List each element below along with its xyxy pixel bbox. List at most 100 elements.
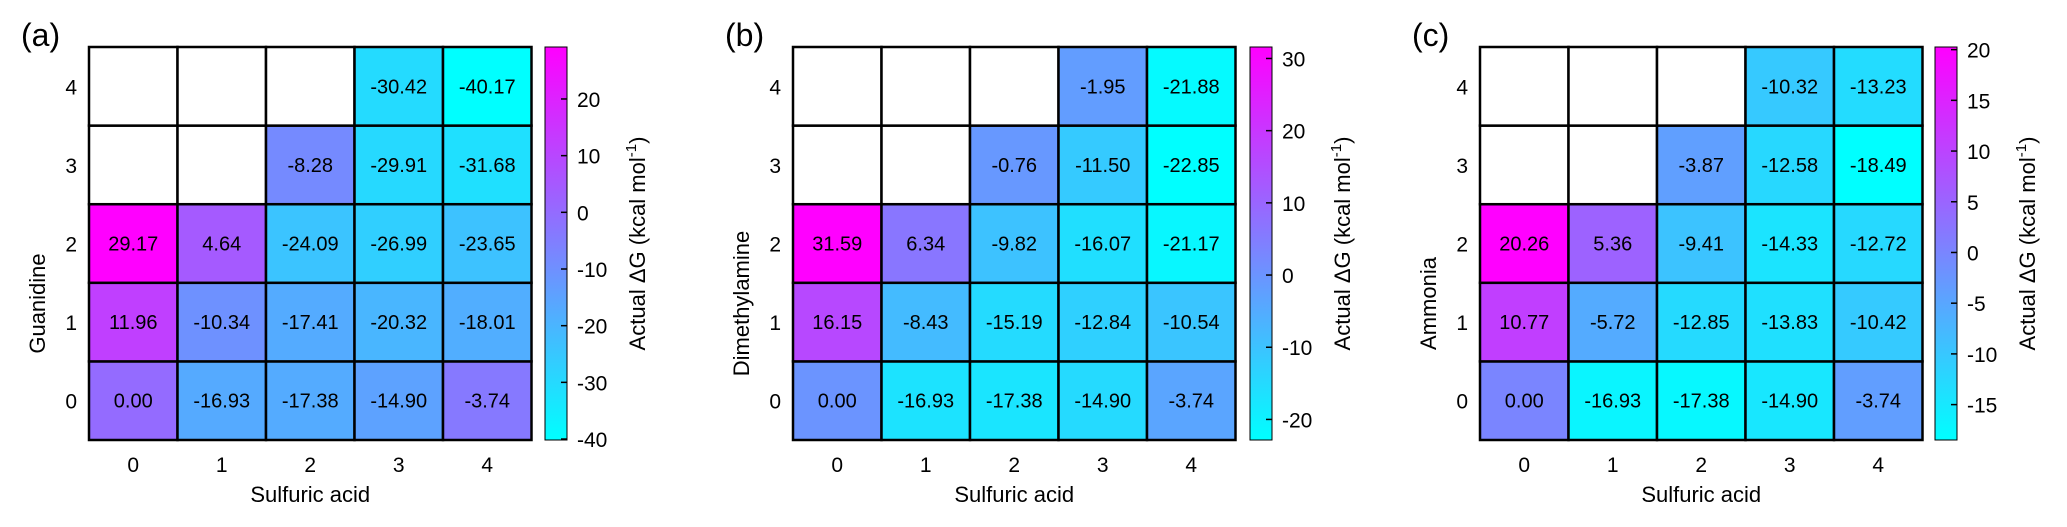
heatmap-panel-1: 0.00 -16.93 -17.38 -14.90 -3.74 11.96 -10.34 -1… (21, 17, 650, 507)
heatmap-cell (441, 281, 533, 363)
heatmap-cell (87, 281, 179, 363)
x-tick-label: 2 (304, 454, 316, 477)
colorbar-label-superscript: -1 (1328, 144, 1345, 157)
cell-value-label: -10.32 (1761, 76, 1818, 98)
colorbar-tick-label: -10 (1967, 344, 1997, 367)
y-tick-label: 3 (1456, 155, 1468, 178)
cell-value-label: 0.00 (114, 391, 153, 413)
cell-value-label: -13.83 (1761, 312, 1818, 334)
colorbar-tick-label: 5 (1967, 192, 1979, 215)
heatmap-cell (968, 45, 1060, 127)
colorbar-tick-label: -15 (1967, 395, 1997, 418)
heatmap-cell (264, 281, 356, 363)
heatmap-cell (1478, 45, 1570, 127)
colorbar-tick-label: -10 (577, 259, 607, 282)
cell-value-label: -11.50 (1075, 155, 1130, 177)
heatmap-cell (264, 45, 356, 127)
colorbar-tick-label: 10 (1282, 193, 1305, 216)
heatmap-cell (1057, 202, 1149, 285)
cell-value-label: 29.17 (108, 234, 158, 256)
cell-value-label: -9.41 (1678, 234, 1724, 256)
heatmap-cell (1832, 360, 1924, 442)
cell-value-label: -9.82 (991, 234, 1037, 256)
cell-value-label: -31.68 (459, 155, 516, 177)
cell-value-label: 16.15 (812, 312, 862, 334)
heatmap-cell (1744, 124, 1836, 206)
cell-value-label: -5.72 (1590, 312, 1636, 334)
heatmap-cell (441, 124, 533, 206)
heatmap-cell (87, 45, 179, 127)
y-tick-label: 0 (1456, 391, 1468, 414)
colorbar-tick-label: 15 (1967, 90, 1990, 113)
colorbar-tick-label: 20 (1282, 121, 1305, 144)
x-tick-label: 4 (1185, 454, 1197, 477)
heatmap-cell (176, 45, 268, 127)
cell-value-label: 11.96 (109, 312, 158, 334)
y-tick-label: 2 (769, 234, 781, 257)
heatmap-cell (353, 124, 445, 206)
heatmap-cell (880, 124, 972, 206)
heatmap-cell (880, 360, 972, 442)
y-axis-label: Ammonia (1416, 256, 1441, 350)
colorbar-label: Actual ΔG (kcal mol-1) (1328, 137, 1355, 351)
cell-value-label: -16.07 (1074, 234, 1131, 256)
x-tick-label: 3 (393, 454, 405, 477)
heatmap-cell (791, 360, 883, 442)
y-tick-label: 4 (769, 76, 781, 99)
cell-value-label: -15.19 (986, 312, 1043, 334)
cell-value-label: -12.58 (1761, 155, 1818, 177)
y-tick-label: 0 (65, 391, 77, 414)
heatmap-cell (1145, 360, 1237, 442)
heatmap-cell (441, 360, 533, 442)
y-tick-label: 0 (769, 391, 781, 414)
x-axis-label: Sulfuric acid (250, 482, 370, 507)
x-tick-label: 1 (920, 454, 932, 477)
x-tick-label: 1 (1607, 454, 1619, 477)
panel-label: (b) (725, 17, 764, 53)
heatmap-cell (791, 45, 883, 127)
cell-value-label: -8.43 (903, 312, 949, 334)
cell-value-label: 4.64 (202, 234, 241, 256)
heatmap-cell (1567, 360, 1659, 442)
heatmap-cell (1567, 124, 1659, 206)
cell-value-label: -10.42 (1850, 312, 1907, 334)
colorbar-tick-label: 0 (1282, 265, 1294, 288)
colorbar (544, 46, 568, 441)
x-tick-label: 2 (1695, 454, 1707, 477)
heatmap-cell (1744, 45, 1836, 127)
y-tick-label: 3 (65, 155, 77, 178)
cell-value-label: -17.38 (1673, 391, 1730, 413)
heatmap-cell (1567, 45, 1659, 127)
heatmap-cell (1478, 202, 1570, 285)
panel-label: (a) (21, 17, 60, 53)
y-axis-label: Guanidine (25, 253, 50, 353)
colorbar-tick-label: 0 (577, 202, 589, 225)
colorbar-tick-label: -30 (577, 372, 607, 395)
cell-value-label: -30.42 (370, 76, 427, 98)
heatmap-cell (1057, 124, 1149, 206)
y-tick-label: 2 (1456, 234, 1468, 257)
heatmap-cell (441, 45, 533, 127)
colorbar-tick-label: 0 (1967, 242, 1979, 265)
x-tick-label: 0 (831, 454, 843, 477)
colorbar-tick-label: 30 (1282, 48, 1305, 71)
heatmap-cell (1744, 360, 1836, 442)
y-tick-label: 4 (65, 76, 77, 99)
cell-value-label: -3.87 (1678, 155, 1724, 177)
cell-value-label: -0.76 (991, 155, 1037, 177)
colorbar-tick-label: 10 (577, 146, 600, 169)
cell-value-label: -3.74 (464, 391, 510, 413)
cell-value-label: -3.74 (1855, 391, 1901, 413)
x-tick-label: 3 (1097, 454, 1109, 477)
heatmap-cell (1145, 124, 1237, 206)
y-tick-label: 3 (769, 155, 781, 178)
colorbar-tick-label: 20 (577, 89, 600, 112)
heatmap-cell (880, 45, 972, 127)
x-tick-label: 2 (1008, 454, 1020, 477)
heatmap-cell (1832, 45, 1924, 127)
cell-value-label: -10.54 (1163, 312, 1220, 334)
y-tick-label: 1 (1456, 312, 1468, 335)
cell-value-label: -17.38 (986, 391, 1043, 413)
cell-value-label: -23.65 (459, 234, 516, 256)
colorbar-label: Actual ΔG (kcal mol-1) (2013, 137, 2040, 351)
